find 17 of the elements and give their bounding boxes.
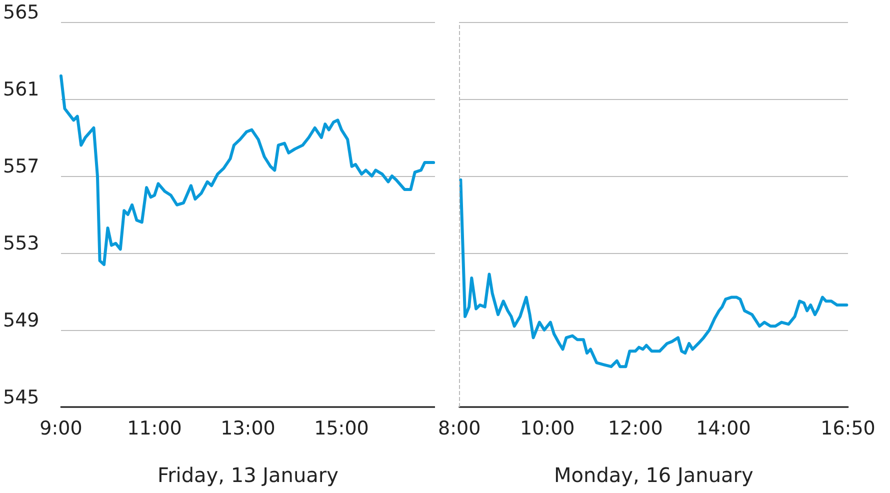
x-tick-label: 9:00 — [40, 418, 82, 440]
x-axis-title: Friday, 13 January — [158, 463, 339, 487]
x-tick-label: 13:00 — [220, 418, 276, 440]
y-tick-label: 565 — [3, 2, 40, 24]
x-tick-label: 14:00 — [696, 418, 750, 440]
x-tick-label: 11:00 — [127, 418, 182, 440]
y-tick-label: 557 — [3, 156, 40, 178]
x-tick-label: 8:00 — [438, 418, 480, 440]
y-tick-label: 549 — [3, 310, 40, 332]
x-tick-label: 16:50 — [820, 418, 875, 440]
x-axis-title: Monday, 16 January — [554, 463, 754, 487]
y-tick-label: 545 — [3, 386, 40, 408]
y-tick-label: 553 — [3, 232, 40, 254]
y-tick-label: 561 — [3, 78, 40, 100]
x-tick-label: 15:00 — [314, 418, 369, 440]
x-tick-label: 12:00 — [608, 418, 662, 440]
x-tick-label: 10:00 — [520, 418, 574, 440]
